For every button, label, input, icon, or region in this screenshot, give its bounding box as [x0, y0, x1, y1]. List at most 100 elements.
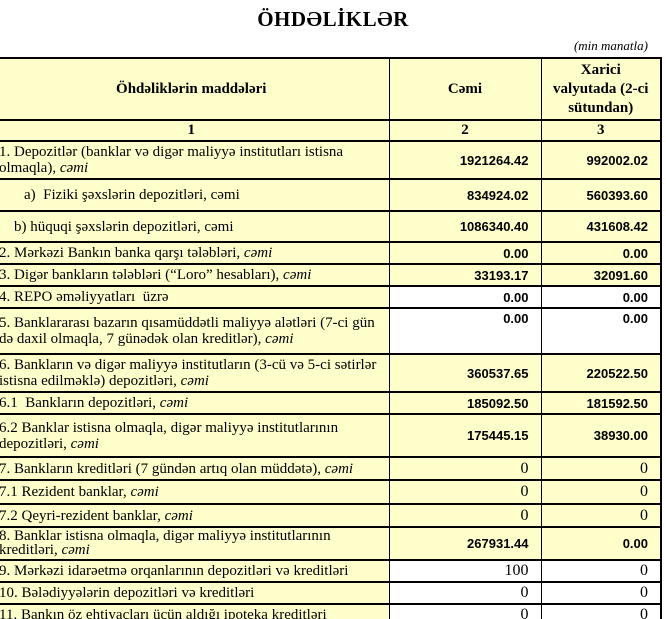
row-label-text: a) Fiziki şəxslərin depozitləri, cəmi — [24, 187, 240, 203]
row-foreign-value: 0 — [540, 603, 662, 619]
row-label: 4. REPO əməliyyatları üzrə — [0, 285, 390, 309]
row-label: 2. Mərkəzi Bankın banka qarşı tələbləri,… — [0, 241, 390, 265]
table-row: 5. Banklararası bazarın qısamüddətli mal… — [0, 307, 662, 355]
row-label-text: 5. Banklararası bazarın qısamüddətli mal… — [0, 315, 379, 347]
row-foreign-value: 220522.50 — [540, 353, 662, 393]
row-total-value: 360537.65 — [388, 353, 542, 393]
row-label-text: 4. REPO əməliyyatları üzrə — [0, 289, 169, 305]
row-label-italic-suffix: cəmi — [159, 395, 189, 411]
row-label: b) hüquqi şəxslərin depozitləri, cəmi — [0, 210, 390, 243]
table-row: 6.2 Banklar istisna olmaqla, digər maliy… — [0, 413, 662, 458]
row-label-italic-suffix: cəmi — [130, 484, 159, 500]
row-label-text: 6.2 Banklar istisna olmaqla, digər maliy… — [0, 419, 342, 452]
row-total-value: 185092.50 — [388, 391, 542, 415]
row-label: 6. Bankların və digər maliyyə institutla… — [0, 353, 390, 393]
row-foreign-value: 0 — [540, 581, 662, 605]
unit-note: (min manatla) — [573, 38, 648, 53]
row-total-value: 0.00 — [388, 241, 542, 265]
row-label: 8. Banklar istisna olmaqla, digər maliyy… — [0, 526, 390, 561]
liabilities-table: Öhdəliklərin maddələri Cəmi Xarici valyu… — [0, 56, 662, 619]
liabilities-table-wrapper: Öhdəliklərin maddələri Cəmi Xarici valyu… — [0, 56, 662, 619]
row-label: 7.1 Rezident banklar, cəmi — [0, 479, 390, 505]
table-row: 6. Bankların və digər maliyyə institutla… — [0, 353, 662, 393]
table-row: 3. Digər bankların tələbləri (“Loro” hes… — [0, 263, 662, 287]
table-row: 8. Banklar istisna olmaqla, digər maliyy… — [0, 526, 662, 561]
header-foreign: Xarici valyutada (2-ci sütundan) — [540, 56, 662, 122]
row-label-italic-suffix: cəmi — [265, 331, 294, 347]
row-foreign-value: 0.00 — [540, 307, 662, 355]
row-label-text: 10. Bələdiyyələrin depozitləri və kredit… — [0, 585, 255, 601]
table-row: 10. Bələdiyyələrin depozitləri və kredit… — [0, 581, 662, 605]
row-label: 3. Digər bankların tələbləri (“Loro” hes… — [0, 263, 390, 287]
row-label-italic-suffix: cəmi — [324, 460, 354, 477]
row-label: 10. Bələdiyyələrin depozitləri və kredit… — [0, 581, 390, 605]
row-foreign-value: 560393.60 — [540, 178, 662, 212]
row-label: 6.1 Bankların depozitləri, cəmi — [0, 391, 390, 415]
row-total-value: 834924.02 — [388, 178, 542, 212]
row-total-value: 100 — [388, 559, 542, 583]
table-body: 1. Depozitlər (banklar və digər maliyyə … — [0, 140, 662, 619]
table-row: 7.1 Rezident banklar, cəmi 0 0 — [0, 479, 662, 505]
row-label-text: 6. Bankların və digər maliyyə institutla… — [0, 357, 381, 389]
table-row: 7.2 Qeyri-rezident banklar, cəmi 0 0 — [0, 503, 662, 528]
row-foreign-value: 0.00 — [540, 285, 662, 309]
row-label: 9. Mərkəzi idarəetmə orqanlarının depozi… — [0, 559, 390, 583]
row-label: 11. Bankın öz ehtiyacları üçün aldığı ip… — [0, 603, 390, 619]
row-foreign-value: 32091.60 — [540, 263, 662, 287]
row-foreign-value: 0 — [540, 503, 662, 528]
row-label-text: 2. Mərkəzi Bankın banka qarşı tələbləri, — [0, 245, 244, 261]
header-items: Öhdəliklərin maddələri — [0, 56, 390, 122]
row-label: 1. Depozitlər (banklar və digər maliyyə … — [0, 140, 390, 180]
row-label: 7.2 Qeyri-rezident banklar, cəmi — [0, 503, 390, 528]
row-label-text: 7.2 Qeyri-rezident banklar, — [0, 507, 165, 524]
row-label-text: b) hüquqi şəxslərin depozitləri, cəmi — [14, 218, 234, 235]
table-header: Öhdəliklərin maddələri Cəmi Xarici valyu… — [0, 56, 662, 142]
row-foreign-value: 0 — [540, 559, 662, 583]
row-label: 6.2 Banklar istisna olmaqla, digər maliy… — [0, 413, 390, 458]
row-total-value: 0 — [388, 581, 542, 605]
column-number-3: 3 — [540, 119, 662, 142]
row-label-text: 6.1 Bankların depozitləri, — [0, 395, 160, 411]
row-label-text: 1. Depozitlər (banklar və digər maliyyə … — [0, 144, 347, 176]
column-number-2: 2 — [388, 119, 542, 142]
row-label-italic-suffix: cəmi — [243, 245, 273, 261]
row-total-value: 1921264.42 — [388, 140, 542, 180]
table-row: b) hüquqi şəxslərin depozitləri, cəmi 108… — [0, 210, 662, 243]
row-total-value: 0 — [388, 479, 542, 505]
table-row: 11. Bankın öz ehtiyacları üçün aldığı ip… — [0, 603, 662, 619]
row-label: 7. Bankların kreditləri (7 gündən artıq … — [0, 456, 390, 481]
row-label-text: 9. Mərkəzi idarəetmə orqanlarının depozi… — [0, 563, 349, 579]
row-foreign-value: 0 — [540, 456, 662, 481]
row-label-text: 11. Bankın öz ehtiyacları üçün aldığı ip… — [0, 607, 327, 619]
row-total-value: 1086340.40 — [388, 210, 542, 243]
row-foreign-value: 181592.50 — [540, 391, 662, 415]
row-label: a) Fiziki şəxslərin depozitləri, cəmi — [0, 178, 390, 212]
row-label: 5. Banklararası bazarın qısamüddətli mal… — [0, 307, 390, 355]
row-total-value: 175445.15 — [388, 413, 542, 458]
page-title: ÖHDƏLİKLƏR — [257, 7, 409, 31]
table-row: 9. Mərkəzi idarəetmə orqanlarının depozi… — [0, 559, 662, 583]
row-total-value: 0 — [388, 503, 542, 528]
row-total-value: 0.00 — [388, 285, 542, 309]
row-label-text: 3. Digər bankların tələbləri (“Loro” hes… — [0, 267, 284, 283]
table-row: a) Fiziki şəxslərin depozitləri, cəmi 834… — [0, 178, 662, 212]
column-number-row: 1 2 3 — [0, 119, 662, 142]
row-label-italic-suffix: cəmi — [70, 435, 99, 452]
row-foreign-value: 992002.02 — [540, 140, 662, 180]
table-row: 1. Depozitlər (banklar və digər maliyyə … — [0, 140, 662, 180]
row-label-italic-suffix: cəmi — [283, 267, 312, 283]
row-total-value: 0 — [388, 603, 542, 619]
column-number-1: 1 — [0, 119, 390, 142]
row-foreign-value: 0.00 — [540, 526, 662, 561]
row-total-value: 0 — [388, 456, 542, 481]
row-label-italic-suffix: cəmi — [180, 373, 209, 389]
table-row: 6.1 Bankların depozitləri, cəmi 185092.50… — [0, 391, 662, 415]
row-label-text: 7.1 Rezident banklar, — [0, 484, 131, 500]
table-row: 2. Mərkəzi Bankın banka qarşı tələbləri,… — [0, 241, 662, 265]
row-total-value: 267931.44 — [388, 526, 542, 561]
header-row: Öhdəliklərin maddələri Cəmi Xarici valyu… — [0, 56, 662, 122]
row-label-italic-suffix: cəmi — [61, 541, 90, 558]
row-label-italic-suffix: cəmi — [164, 507, 193, 524]
row-label-text: 7. Bankların kreditləri (7 gündən artıq … — [0, 460, 325, 477]
row-total-value: 33193.17 — [388, 263, 542, 287]
